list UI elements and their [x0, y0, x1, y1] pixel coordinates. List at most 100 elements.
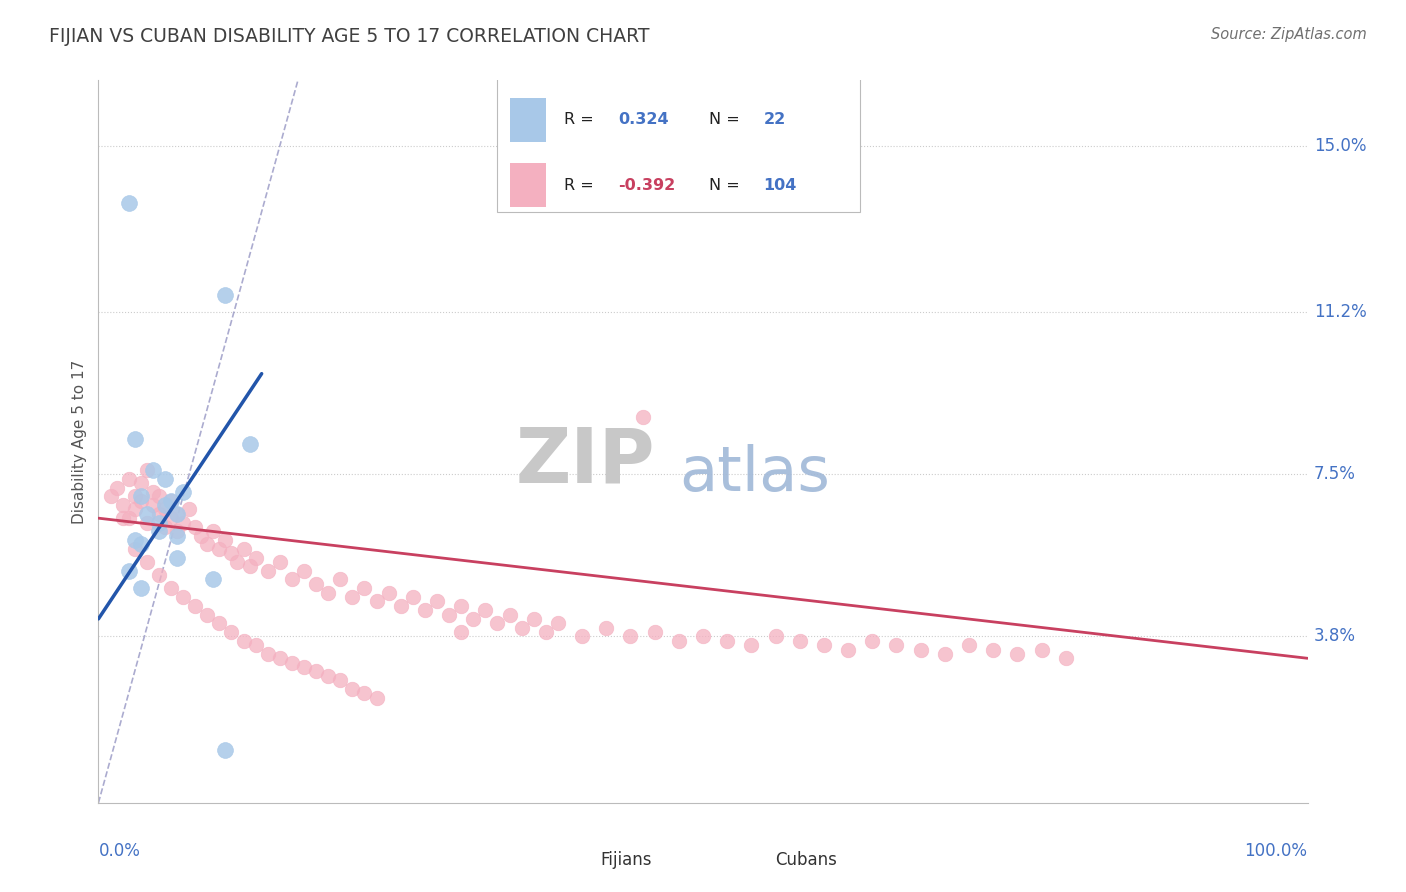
Text: Cubans: Cubans	[776, 851, 838, 869]
Point	[190, 529, 212, 543]
Text: Source: ZipAtlas.com: Source: ZipAtlas.com	[1211, 27, 1367, 42]
Point	[329, 673, 352, 688]
Point	[166, 529, 188, 543]
Point	[957, 638, 980, 652]
Point	[153, 502, 176, 516]
Point	[153, 520, 176, 534]
Text: -0.392: -0.392	[619, 178, 676, 193]
Point	[437, 607, 460, 622]
Point	[644, 625, 666, 640]
Point	[129, 476, 152, 491]
Point	[214, 533, 236, 547]
Point	[142, 484, 165, 499]
Point	[269, 555, 291, 569]
Point	[631, 410, 654, 425]
Point	[523, 612, 546, 626]
Point	[534, 625, 557, 640]
Point	[377, 585, 399, 599]
Text: atlas: atlas	[679, 444, 830, 504]
Point	[111, 511, 134, 525]
Point	[305, 577, 328, 591]
Point	[981, 642, 1004, 657]
Point	[740, 638, 762, 652]
Point	[124, 489, 146, 503]
Text: 104: 104	[763, 178, 797, 193]
Point	[342, 681, 364, 696]
Point	[342, 590, 364, 604]
Point	[474, 603, 496, 617]
Point	[129, 581, 152, 595]
Point	[413, 603, 436, 617]
Point	[1054, 651, 1077, 665]
Point	[166, 507, 188, 521]
Point	[135, 507, 157, 521]
Point	[269, 651, 291, 665]
Point	[118, 564, 141, 578]
Point	[148, 516, 170, 530]
Point	[245, 638, 267, 652]
Text: R =: R =	[564, 112, 593, 128]
Point	[118, 195, 141, 210]
Point	[692, 629, 714, 643]
Point	[765, 629, 787, 643]
Point	[195, 607, 218, 622]
Point	[195, 537, 218, 551]
Point	[124, 502, 146, 516]
Text: N =: N =	[709, 178, 740, 193]
Text: N =: N =	[709, 112, 740, 128]
Point	[910, 642, 932, 657]
Point	[172, 590, 194, 604]
FancyBboxPatch shape	[509, 98, 546, 142]
Point	[353, 686, 375, 700]
Point	[292, 660, 315, 674]
Point	[402, 590, 425, 604]
Y-axis label: Disability Age 5 to 17: Disability Age 5 to 17	[72, 359, 87, 524]
Point	[256, 564, 278, 578]
Text: 0.324: 0.324	[619, 112, 669, 128]
Point	[668, 633, 690, 648]
Text: 7.5%: 7.5%	[1313, 466, 1355, 483]
Point	[221, 546, 243, 560]
Point	[281, 573, 304, 587]
Text: 3.8%: 3.8%	[1313, 627, 1355, 646]
Point	[135, 516, 157, 530]
Point	[486, 616, 509, 631]
Point	[118, 511, 141, 525]
Point	[202, 573, 225, 587]
Text: R =: R =	[564, 178, 593, 193]
Point	[366, 594, 388, 608]
Point	[316, 585, 339, 599]
Point	[208, 541, 231, 556]
Point	[353, 581, 375, 595]
Point	[160, 493, 183, 508]
Point	[179, 502, 201, 516]
Text: ZIP: ZIP	[515, 425, 655, 499]
Point	[105, 481, 128, 495]
Point	[860, 633, 883, 648]
Point	[837, 642, 859, 657]
Point	[316, 669, 339, 683]
Point	[160, 511, 183, 525]
Point	[172, 516, 194, 530]
Point	[245, 550, 267, 565]
Point	[450, 625, 472, 640]
Point	[329, 573, 352, 587]
Point	[619, 629, 641, 643]
FancyBboxPatch shape	[498, 71, 860, 211]
FancyBboxPatch shape	[551, 838, 586, 881]
Point	[1007, 647, 1029, 661]
Point	[148, 568, 170, 582]
Point	[160, 581, 183, 595]
Point	[232, 633, 254, 648]
Text: 15.0%: 15.0%	[1313, 137, 1367, 155]
Point	[305, 665, 328, 679]
Text: 100.0%: 100.0%	[1244, 842, 1308, 860]
FancyBboxPatch shape	[727, 838, 761, 881]
Point	[135, 555, 157, 569]
Point	[129, 493, 152, 508]
Text: 22: 22	[763, 112, 786, 128]
Point	[571, 629, 593, 643]
Point	[135, 463, 157, 477]
Point	[239, 559, 262, 574]
Point	[281, 656, 304, 670]
